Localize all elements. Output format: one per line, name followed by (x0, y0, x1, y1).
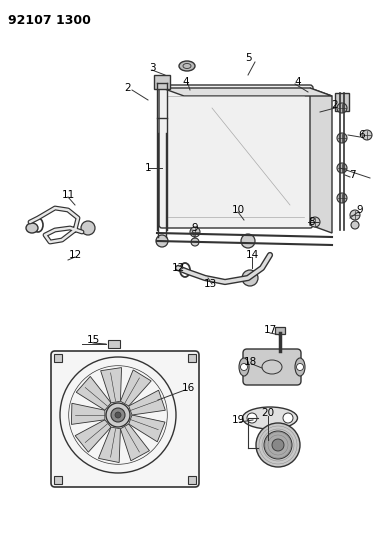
Text: 1: 1 (145, 163, 151, 173)
Bar (335, 93, 349, 111)
Text: 10: 10 (231, 205, 245, 215)
Circle shape (337, 193, 347, 203)
Bar (154, 75, 170, 89)
Circle shape (241, 364, 247, 370)
Polygon shape (120, 424, 149, 461)
Circle shape (310, 217, 320, 227)
Polygon shape (76, 376, 111, 410)
Bar (54, 354, 62, 362)
Circle shape (115, 412, 121, 418)
Text: 16: 16 (181, 383, 195, 393)
Text: 19: 19 (231, 415, 245, 425)
Circle shape (350, 210, 360, 220)
Ellipse shape (26, 223, 38, 233)
Circle shape (337, 103, 347, 113)
FancyBboxPatch shape (243, 349, 301, 385)
Polygon shape (129, 415, 165, 442)
Circle shape (351, 221, 359, 229)
Circle shape (264, 431, 292, 459)
Ellipse shape (239, 358, 249, 376)
Text: 5: 5 (245, 53, 251, 63)
Circle shape (81, 221, 95, 235)
Ellipse shape (295, 358, 305, 376)
Circle shape (337, 133, 347, 143)
Circle shape (111, 408, 125, 422)
Polygon shape (310, 88, 332, 233)
Ellipse shape (179, 61, 195, 71)
Circle shape (241, 234, 255, 248)
Ellipse shape (242, 407, 298, 429)
Text: 4: 4 (183, 77, 189, 87)
Text: 11: 11 (62, 190, 74, 200)
Text: 4: 4 (294, 77, 301, 87)
Circle shape (337, 163, 347, 173)
Circle shape (156, 235, 168, 247)
Circle shape (247, 413, 257, 423)
Circle shape (362, 130, 372, 140)
Text: 9: 9 (192, 223, 198, 233)
Text: 92107 1300: 92107 1300 (8, 14, 91, 27)
Text: 9: 9 (357, 205, 363, 215)
Text: 8: 8 (309, 217, 315, 227)
Circle shape (283, 413, 293, 423)
Polygon shape (162, 88, 332, 96)
Polygon shape (120, 370, 151, 406)
Circle shape (256, 423, 300, 467)
Circle shape (191, 238, 199, 246)
Bar (54, 476, 62, 484)
Bar (188, 476, 196, 484)
Text: 12: 12 (171, 263, 185, 273)
Text: 17: 17 (263, 325, 277, 335)
Text: 3: 3 (149, 63, 155, 73)
Text: 6: 6 (359, 130, 365, 140)
Circle shape (296, 364, 304, 370)
Polygon shape (98, 427, 120, 463)
Circle shape (190, 227, 200, 237)
Polygon shape (129, 390, 165, 415)
Text: 2: 2 (332, 100, 338, 110)
FancyBboxPatch shape (51, 351, 199, 487)
Text: 7: 7 (349, 170, 355, 180)
Text: 18: 18 (243, 357, 256, 367)
Polygon shape (71, 403, 105, 424)
Polygon shape (75, 420, 111, 452)
Bar (188, 354, 196, 362)
Text: 2: 2 (125, 83, 131, 93)
Text: 13: 13 (203, 279, 217, 289)
Circle shape (272, 439, 284, 451)
FancyBboxPatch shape (159, 85, 313, 228)
Bar (108, 340, 120, 348)
Text: 15: 15 (86, 335, 100, 345)
Bar (275, 327, 285, 334)
Text: 14: 14 (245, 250, 259, 260)
Circle shape (242, 270, 258, 286)
Circle shape (106, 403, 130, 427)
Polygon shape (101, 368, 122, 403)
Text: 12: 12 (68, 250, 82, 260)
Text: 20: 20 (261, 408, 275, 418)
